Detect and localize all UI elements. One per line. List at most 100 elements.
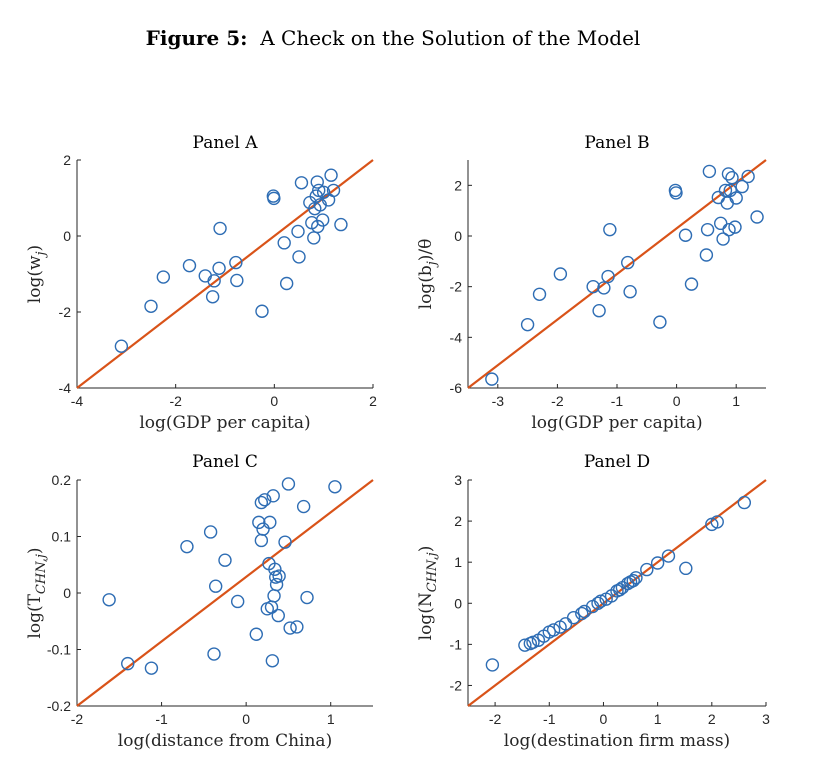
panel-b-y-tick-label: -4 bbox=[450, 329, 463, 345]
panel-c: Panel C -2 -1 0 1 -0.2 -0.1 0 0.1 0.2 log(distance… bbox=[25, 452, 374, 751]
panel-b-x-tick-label: 0 bbox=[673, 393, 681, 409]
panel-a-point bbox=[324, 168, 338, 182]
panel-a: Panel A -4 -2 0 2 -4 -2 0 2 log(GDP per capita) lo… bbox=[25, 133, 377, 433]
panel-d-point bbox=[626, 573, 640, 588]
panel-c-point bbox=[180, 539, 194, 554]
panel-d-point bbox=[485, 658, 500, 672]
panel-d-point bbox=[629, 571, 643, 585]
panel-b-point bbox=[702, 164, 717, 179]
panel-d-y-tick-label: -1 bbox=[450, 636, 463, 652]
panel-c-point bbox=[207, 647, 221, 661]
panel-a-y-tick-label: -4 bbox=[59, 380, 72, 396]
panel-b-point bbox=[485, 372, 499, 386]
panel-b-x-tick-label: -1 bbox=[611, 393, 624, 409]
panel-d-y-tick-label: -2 bbox=[450, 677, 463, 693]
panel-a-point bbox=[182, 258, 197, 273]
panel-b-point bbox=[601, 269, 615, 284]
panel-a-x-tick-label: -2 bbox=[169, 393, 182, 409]
panel-b-point bbox=[653, 315, 667, 329]
panel-a-point bbox=[114, 339, 129, 353]
figure-label: Figure 5: bbox=[145, 26, 248, 50]
panel-a-y-tick-label: 0 bbox=[63, 228, 71, 244]
panel-c-point bbox=[208, 579, 223, 593]
panel-a-point bbox=[315, 213, 330, 227]
panel-b-point bbox=[621, 255, 635, 270]
panel-d-y-tick-label: 1 bbox=[454, 554, 462, 570]
panel-c-point bbox=[265, 654, 280, 668]
panel-c-y-label: log(TCHN,j) bbox=[25, 547, 49, 638]
panel-b: Panel B -3 -2 -1 0 1 -6 -4 -2 0 2 log(GDP per capit… bbox=[416, 133, 767, 433]
panel-d-point bbox=[575, 606, 589, 621]
panel-c-point bbox=[256, 522, 270, 536]
panel-c-point bbox=[249, 627, 263, 641]
panel-b-point bbox=[684, 277, 699, 291]
panel-c-fit-line bbox=[76, 479, 374, 707]
panel-d-x-label: log(destination firm mass) bbox=[504, 731, 730, 751]
panel-a-point bbox=[279, 276, 294, 291]
panel-b-point bbox=[592, 304, 606, 318]
panel-d-point bbox=[650, 556, 665, 570]
panel-c-y-tick-label: -0.2 bbox=[47, 698, 71, 714]
panel-d-title: Panel D bbox=[584, 452, 650, 472]
panel-c-point bbox=[218, 553, 232, 567]
panel-d-point bbox=[640, 562, 654, 577]
panel-b-x-tick-label: 1 bbox=[732, 393, 740, 409]
panel-d-point bbox=[591, 596, 605, 610]
panel-c-point bbox=[268, 562, 282, 576]
panel-b-point bbox=[718, 183, 733, 198]
panel-a-point bbox=[292, 250, 306, 264]
panel-c-point bbox=[281, 477, 296, 491]
panel-c-point bbox=[144, 661, 159, 675]
panel-a-point bbox=[212, 261, 226, 275]
panel-a-x-tick-label: -4 bbox=[71, 393, 84, 409]
panel-b-point bbox=[603, 222, 617, 237]
panel-c-x-tick-label: -1 bbox=[155, 711, 168, 727]
panel-c-point bbox=[121, 656, 135, 671]
panel-b-point bbox=[750, 210, 764, 224]
panel-d-x-tick-label: -1 bbox=[543, 711, 556, 727]
panel-b-point bbox=[721, 167, 736, 181]
panel-d-x-tick-label: 0 bbox=[600, 711, 608, 727]
panel-b-y-tick-label: 2 bbox=[454, 177, 462, 193]
panel-a-x-label: log(GDP per capita) bbox=[139, 413, 310, 433]
panel-c-x-tick-label: 0 bbox=[242, 711, 250, 727]
panel-a-point bbox=[316, 185, 331, 200]
panel-a-point bbox=[294, 176, 309, 190]
panel-b-y-tick-label: -2 bbox=[450, 279, 463, 295]
panel-d-x-tick-label: 1 bbox=[654, 711, 662, 727]
panel-c-y-tick-label: 0.2 bbox=[52, 472, 72, 488]
panel-b-point bbox=[532, 287, 547, 301]
panel-c-point bbox=[267, 589, 281, 603]
panel-a-point bbox=[205, 290, 220, 304]
panel-d-point bbox=[518, 638, 532, 652]
panel-d-y-tick-label: 3 bbox=[454, 472, 462, 488]
panel-b-title: Panel B bbox=[584, 133, 649, 153]
panel-d-x-tick-label: 3 bbox=[762, 711, 770, 727]
panel-a-y-tick-label: 2 bbox=[63, 152, 71, 168]
panel-d-point bbox=[710, 515, 724, 529]
panel-a-point bbox=[326, 183, 341, 198]
panel-a-point bbox=[267, 191, 281, 206]
panel-b-point bbox=[716, 232, 730, 246]
panel-c-point bbox=[264, 600, 279, 614]
panel-c-point bbox=[102, 593, 116, 607]
panel-d-point bbox=[546, 623, 561, 637]
figure-caption: A Check on the Solution of the Model bbox=[260, 26, 641, 50]
panel-c-point bbox=[203, 525, 218, 539]
panel-b-y-tick-label: 0 bbox=[454, 228, 462, 244]
panel-c-point bbox=[254, 495, 269, 510]
panel-c-x-tick-label: 1 bbox=[327, 711, 335, 727]
panel-a-x-tick-label: 0 bbox=[270, 393, 278, 409]
panel-d-x-tick-label: -2 bbox=[489, 711, 502, 727]
panel-b-point bbox=[586, 279, 600, 294]
panel-c-y-tick-label: 0.1 bbox=[52, 529, 72, 545]
panel-b-point bbox=[720, 196, 734, 210]
panel-b-point bbox=[741, 169, 755, 184]
panel-b-point bbox=[714, 216, 728, 231]
panel-a-point bbox=[309, 189, 323, 203]
panel-b-point bbox=[597, 281, 611, 295]
panel-c-title: Panel C bbox=[192, 452, 258, 472]
panel-b-point bbox=[722, 222, 736, 237]
panel-a-point bbox=[207, 274, 221, 288]
